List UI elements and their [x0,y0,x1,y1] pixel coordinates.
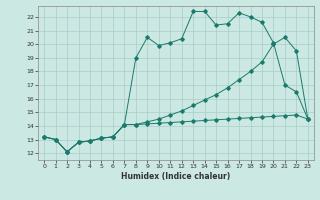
X-axis label: Humidex (Indice chaleur): Humidex (Indice chaleur) [121,172,231,181]
